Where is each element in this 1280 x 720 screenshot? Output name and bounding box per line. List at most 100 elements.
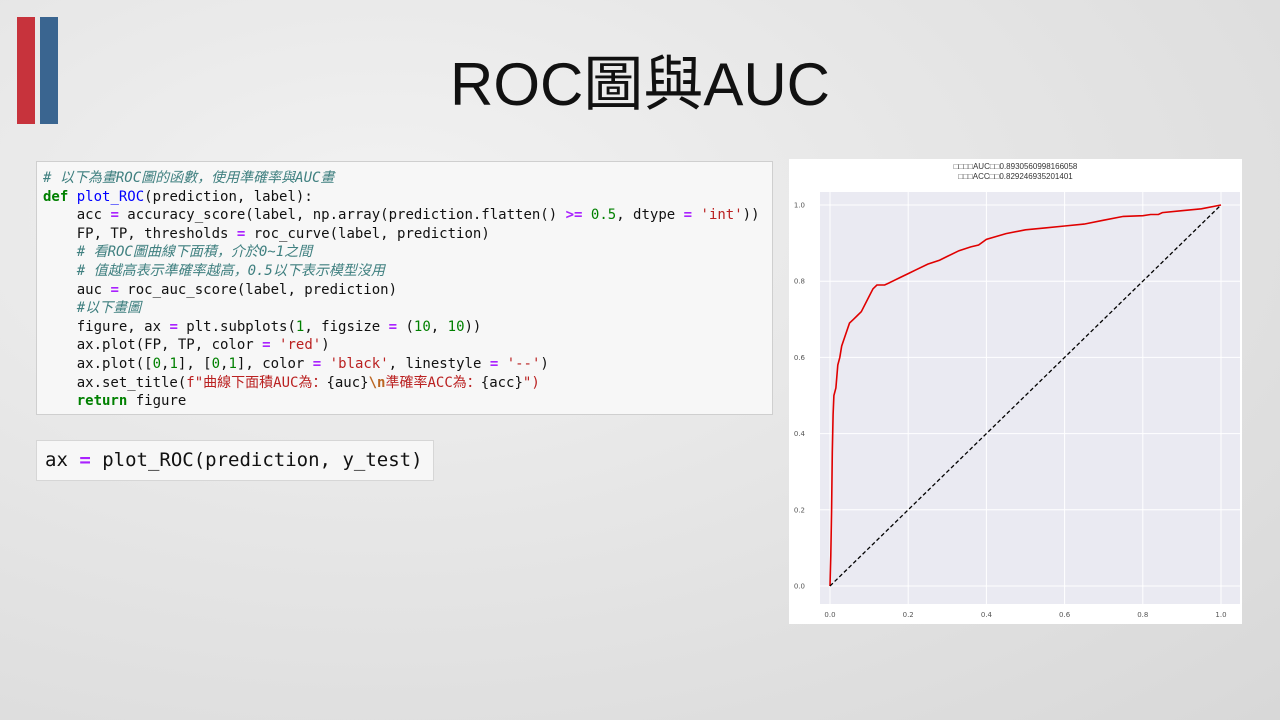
code-token: ") <box>522 374 540 391</box>
code-token: 0.5 <box>590 207 617 224</box>
code-token: ax <box>45 449 80 471</box>
code-token: #以下畫圖 <box>76 300 142 317</box>
y-tick-label: 1.0 <box>794 202 805 210</box>
code-token: acc <box>43 207 111 224</box>
code-token: = <box>169 318 178 335</box>
code-token: return <box>76 393 128 410</box>
code-token: , linestyle <box>388 355 490 372</box>
y-tick-label: 0.8 <box>794 278 805 286</box>
code-token: 1 <box>295 318 305 335</box>
code-token: = <box>312 355 322 372</box>
code-token: , <box>220 355 229 372</box>
accent-bar-blue <box>40 17 58 124</box>
accent-bar-red <box>17 17 35 124</box>
code-cell-function-definition[interactable]: # 以下為畫ROC圖的函數，使用準確率與AUC畫 def plot_ROC(pre… <box>36 161 773 415</box>
code-token: 1 <box>228 355 237 372</box>
code-token: plot_ROC(prediction, y_test) <box>90 449 423 471</box>
code-token: ) <box>540 355 549 372</box>
roc-curve-line <box>829 204 1222 587</box>
code-token: , dtype <box>616 207 684 224</box>
code-token: = <box>683 207 693 224</box>
code-line: # 看ROC圖曲線下面積，介於0~1之間 <box>43 243 772 262</box>
code-token <box>43 393 77 409</box>
x-tick-label: 0.6 <box>1059 611 1071 619</box>
plot-title-acc: □□□ACC□□0.829246935201401 <box>958 172 1073 181</box>
roc-chart: 0.0 0.2 0.4 0.6 0.8 1.0 0.0 0.2 0.4 0.6 0.8 1.0 <box>794 192 1240 619</box>
code-token: 'black' <box>329 355 389 372</box>
slide-title: ROC圖與AUC <box>449 51 830 118</box>
code-token: # 值越高表示準確率越高，0.5以下表示模型沒用 <box>76 262 385 279</box>
y-tick-label: 0.4 <box>794 430 806 438</box>
code-token <box>321 356 329 372</box>
code-token: '--' <box>506 355 541 372</box>
code-token: , <box>161 355 170 372</box>
code-line: FP, TP, thresholds = roc_curve(label, pr… <box>43 225 772 244</box>
code-line: #以下畫圖 <box>43 299 772 318</box>
code-token: >= <box>565 207 583 224</box>
code-token <box>68 189 76 205</box>
code-token: ], [ <box>177 355 212 372</box>
code-token: = <box>489 355 499 372</box>
code-token: # 以下為畫ROC圖的函數，使用準確率與AUC畫 <box>43 170 335 186</box>
code-token: )) <box>464 318 482 335</box>
code-line: figure, ax = plt.subplots(1, figsize = (… <box>43 318 772 337</box>
code-token: FP, TP, thresholds <box>43 225 237 242</box>
code-token <box>498 356 506 372</box>
code-token: 10 <box>413 318 431 335</box>
code-token: = <box>79 449 91 471</box>
code-token: ax.plot(FP, TP, color <box>43 337 263 354</box>
plot-area <box>820 192 1240 604</box>
code-token <box>692 207 700 223</box>
code-token: ], color <box>236 355 313 372</box>
x-tick-label: 1.0 <box>1215 611 1226 619</box>
code-token: , figsize <box>304 318 389 335</box>
code-token: 1 <box>169 355 178 372</box>
code-token: 準確率ACC為： <box>385 374 481 391</box>
code-token: 10 <box>447 318 465 335</box>
code-token: figure, ax <box>43 318 170 335</box>
roc-plot-panel: □□□□AUC□□0.8930560998166058 □□□ACC□□0.82… <box>789 159 1242 624</box>
code-token: = <box>388 318 398 335</box>
code-line: ax.plot(FP, TP, color = 'red') <box>43 336 772 355</box>
code-token: ax.set_title( <box>43 374 187 391</box>
code-token: (prediction, label): <box>144 188 313 205</box>
code-token: = <box>236 225 246 242</box>
code-token: ax.plot([ <box>43 355 153 372</box>
code-token: plot_ROC <box>76 188 145 205</box>
code-token: def <box>43 188 69 205</box>
code-token: 0 <box>152 355 162 372</box>
code-token <box>271 337 279 353</box>
code-token: )) <box>742 207 760 224</box>
x-tick-label: 0.4 <box>981 611 993 619</box>
code-token: 'int' <box>700 207 743 224</box>
code-token: plt.subplots( <box>177 318 296 335</box>
code-token: = <box>262 337 271 354</box>
code-token: ( <box>397 318 414 335</box>
code-token <box>43 244 77 260</box>
code-cell-call[interactable]: ax = plot_ROC(prediction, y_test) <box>36 440 434 481</box>
code-token <box>582 207 590 223</box>
code-token: auc <box>43 281 111 298</box>
code-token: # 看ROC圖曲線下面積，介於0~1之間 <box>76 244 313 261</box>
code-line: auc = roc_auc_score(label, prediction) <box>43 281 772 300</box>
x-tick-label: 0.2 <box>903 611 914 619</box>
code-token: figure <box>127 393 187 410</box>
code-token: roc_curve(label, prediction) <box>245 225 490 242</box>
plot-title-auc: □□□□AUC□□0.8930560998166058 <box>953 162 1078 171</box>
code-token: = <box>110 207 119 224</box>
code-token: roc_auc_score(label, prediction) <box>118 281 398 298</box>
code-token: accuracy_score(label, np.array(predictio… <box>118 207 566 224</box>
y-tick-label: 0.0 <box>794 583 805 591</box>
code-token: 0 <box>211 355 221 372</box>
code-line: acc = accuracy_score(label, np.array(pre… <box>43 206 772 225</box>
code-line: return figure <box>43 392 772 411</box>
code-token: {acc} <box>480 374 523 391</box>
code-line: # 以下為畫ROC圖的函數，使用準確率與AUC畫 <box>43 169 772 188</box>
y-tick-label: 0.6 <box>794 354 806 362</box>
code-line: def plot_ROC(prediction, label): <box>43 188 772 207</box>
code-token <box>43 263 77 279</box>
code-line: ax.set_title(f"曲線下面積AUC為：{auc}\n準確率ACC為：… <box>43 374 772 393</box>
code-line: # 值越高表示準確率越高，0.5以下表示模型沒用 <box>43 262 772 281</box>
x-tick-label: 0.8 <box>1137 611 1148 619</box>
x-tick-label: 0.0 <box>824 611 835 619</box>
